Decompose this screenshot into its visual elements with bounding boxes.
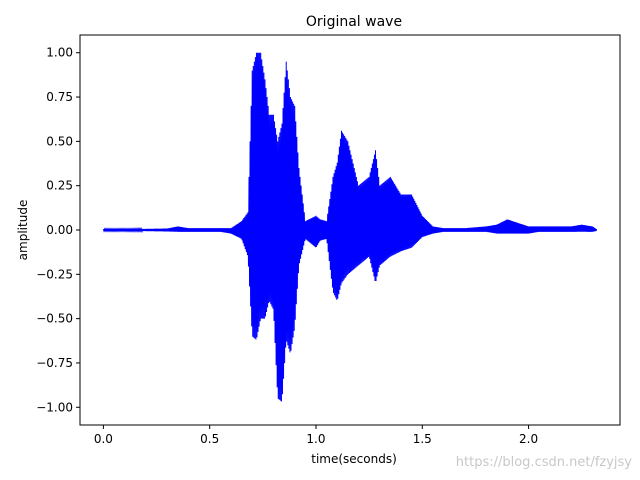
y-tick-label: 0.50 bbox=[46, 134, 73, 148]
x-tick-label: 0.5 bbox=[200, 432, 219, 446]
y-tick-label: 0.00 bbox=[46, 223, 73, 237]
watermark: https://blog.csdn.net/fzyjsy bbox=[456, 455, 633, 470]
x-tick-label: 1.5 bbox=[413, 432, 432, 446]
y-tick-label: −0.75 bbox=[36, 356, 73, 370]
y-tick-label: −0.50 bbox=[36, 312, 73, 326]
x-tick-label: 2.0 bbox=[519, 432, 538, 446]
y-tick-label: 1.00 bbox=[46, 46, 73, 60]
wave-series-line bbox=[102, 52, 598, 402]
plot-layer bbox=[102, 52, 598, 402]
y-tick-label: −1.00 bbox=[36, 400, 73, 414]
x-axis-label: time(seconds) bbox=[311, 452, 397, 466]
y-tick-label: 0.25 bbox=[46, 179, 73, 193]
x-tick-label: 0.0 bbox=[94, 432, 113, 446]
y-axis-label: amplitude bbox=[16, 200, 30, 261]
y-tick-label: 0.75 bbox=[46, 90, 73, 104]
x-axis-ticks: 0.0 0.5 1.0 1.5 2.0 bbox=[94, 425, 538, 446]
chart-title: Original wave bbox=[306, 14, 402, 30]
y-axis-ticks: 1.00 0.75 0.50 0.25 0.00 −0.25 −0.50 −0.75 −1.00 bbox=[36, 46, 80, 414]
x-tick-label: 1.0 bbox=[306, 432, 325, 446]
y-tick-label: −0.25 bbox=[36, 267, 73, 281]
